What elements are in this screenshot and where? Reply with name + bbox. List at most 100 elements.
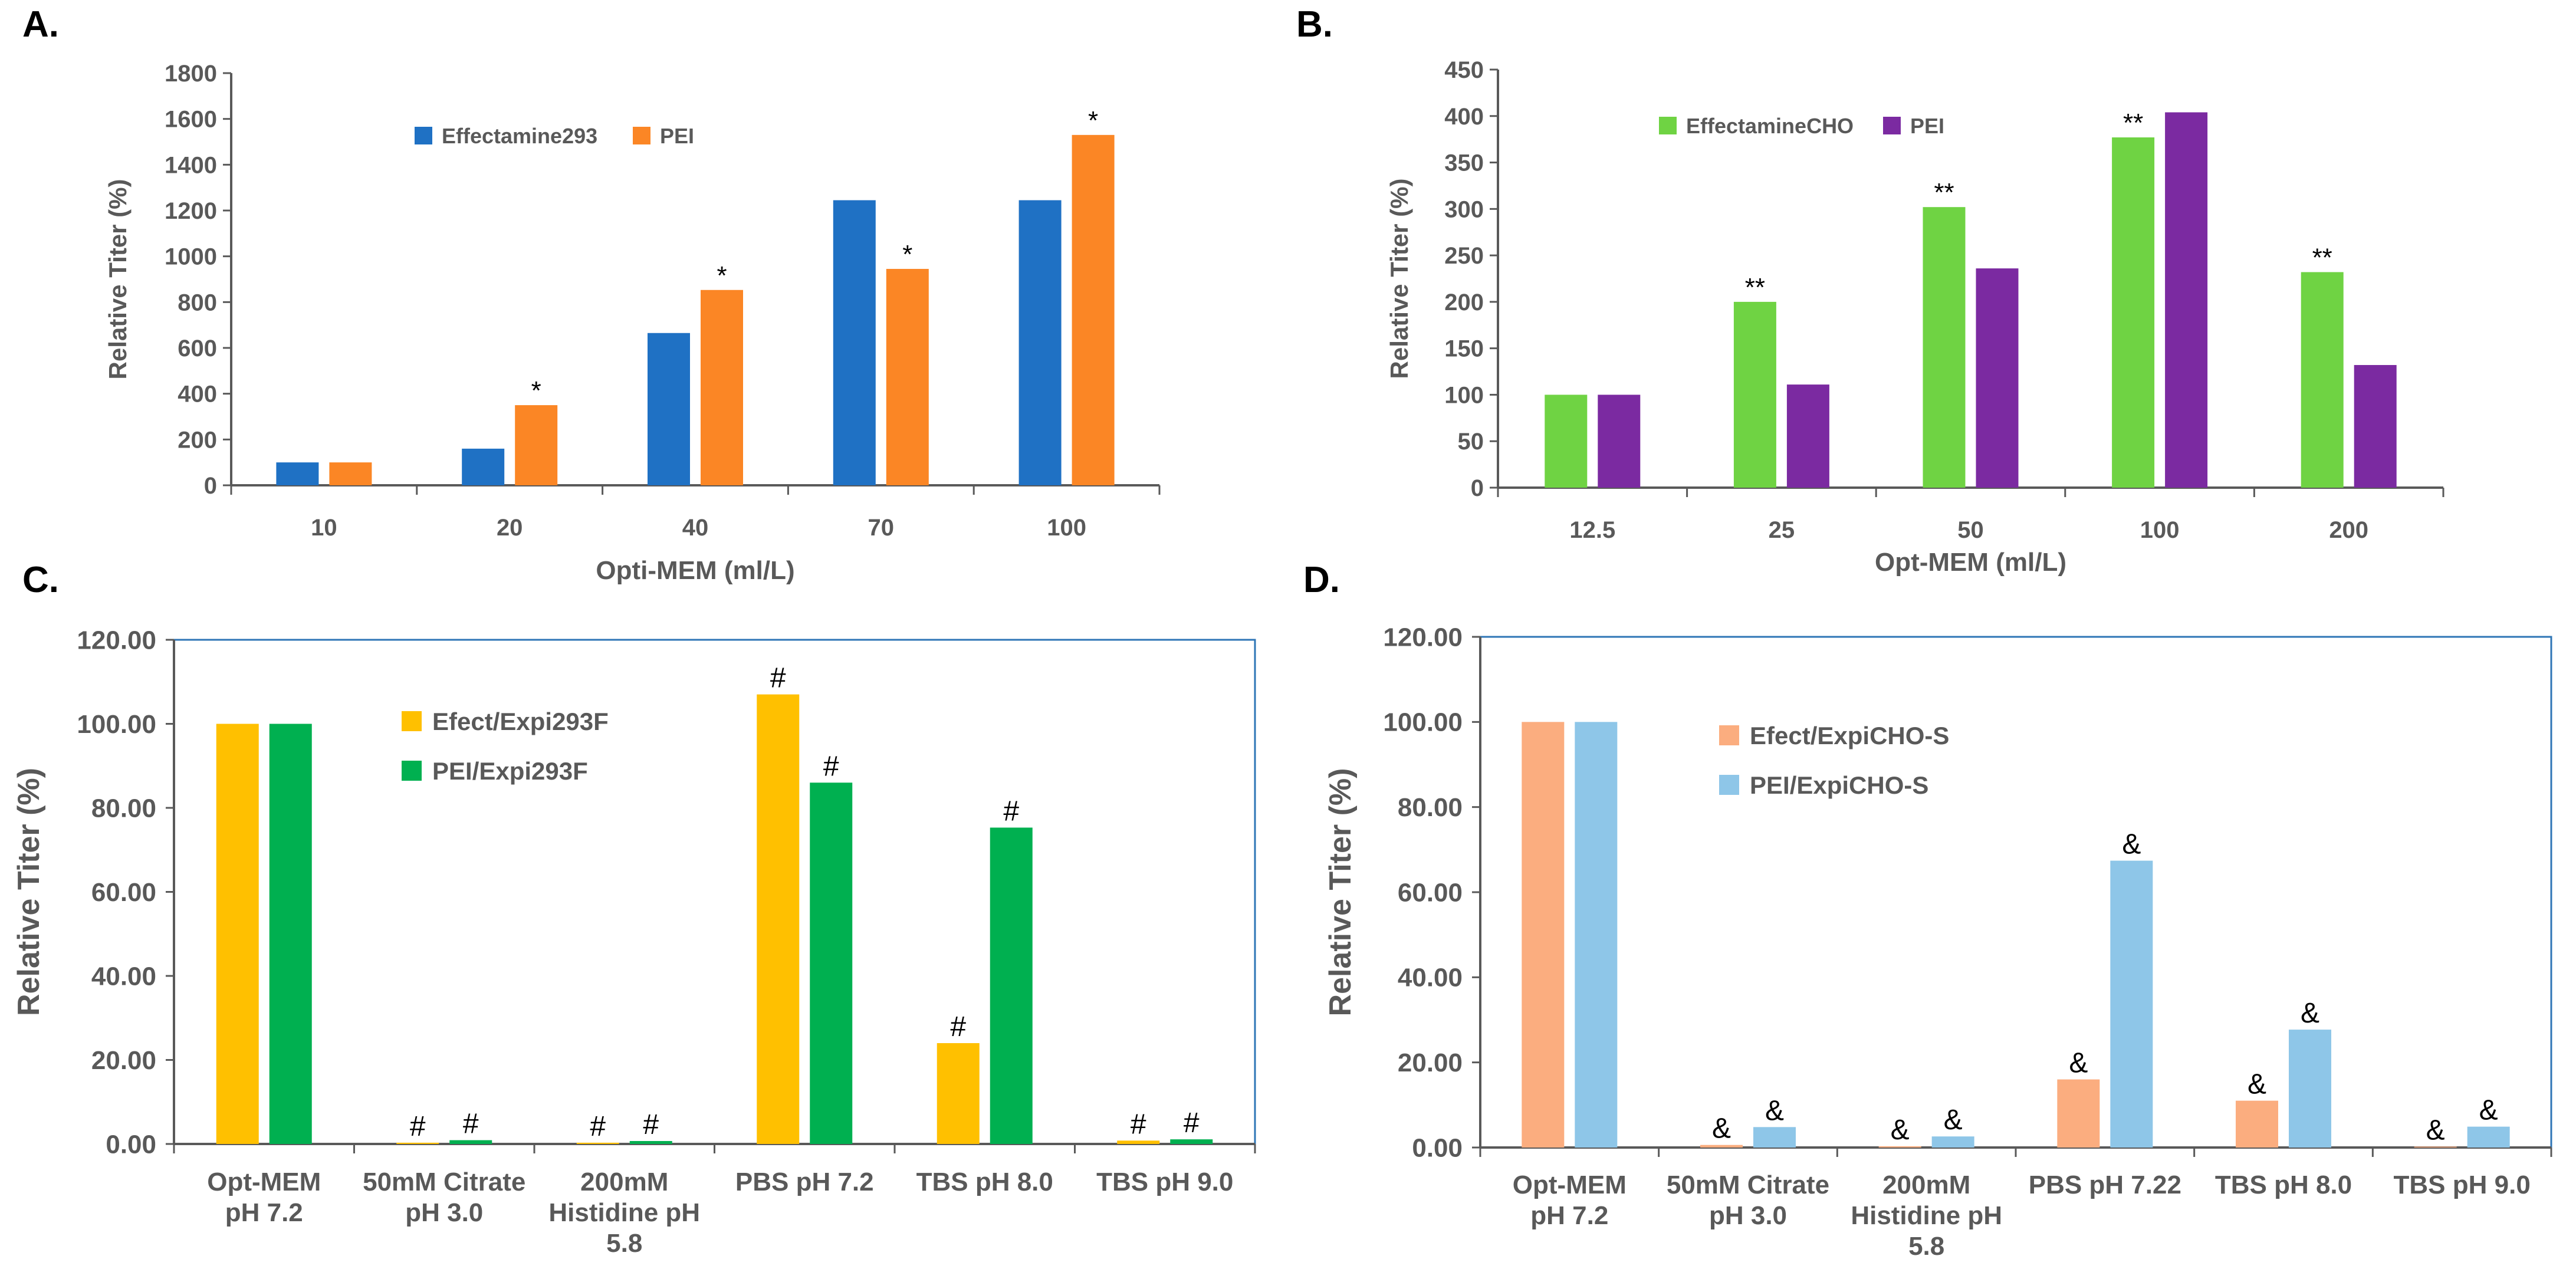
panel-c-bar-efect-expi293f-tbs-ph-9-0 [1117, 1140, 1160, 1144]
panel-c-category-label-line: pH 7.2 [225, 1198, 303, 1227]
panel-d-legend-label: PEI/ExpiCHO-S [1750, 771, 1928, 799]
panel-d-significance-marker: & [1765, 1095, 1784, 1126]
panel-c-bar-efect-expi293f-50mm-citrate-ph-3-0 [396, 1142, 439, 1144]
panel-c-bar-pei-expi293f-opt-mem-ph-7-2 [269, 724, 312, 1144]
panel-d-category-label: 200mM Histidine pH 5.8 [1851, 1171, 2002, 1261]
panel-b-y-tick-label: 50 [1458, 429, 1484, 455]
panel-d-bar-pei-expicho-s-tbs-ph-9-0 [2467, 1126, 2510, 1148]
panel-c-significance-marker: # [410, 1111, 426, 1142]
panel-a-bar-pei-40 [701, 290, 743, 485]
panel-b-significance-marker: ** [2123, 108, 2143, 137]
panel-a-y-tick-label: 800 [178, 290, 217, 315]
panel-a-bar-effectamine293-40 [648, 333, 690, 485]
panel-b-legend-label: PEI [1910, 114, 1944, 138]
panel-b-significance-marker: ** [1934, 178, 1954, 207]
panel-c-significance-marker: # [643, 1109, 659, 1140]
panel-d-y-axis-title: Relative Titer (%) [1323, 768, 1358, 1017]
panel-c-category-label-line: 5.8 [606, 1229, 642, 1258]
panel-d-significance-marker: & [1712, 1113, 1731, 1145]
panel-a-bar-effectamine293-100 [1018, 200, 1062, 485]
panel-d-category-label-line: 5.8 [1908, 1232, 1944, 1261]
panel-a-legend-label: PEI [660, 124, 694, 148]
panel-c-significance-marker: # [463, 1109, 479, 1140]
panel-b-category-label: 100 [2140, 517, 2180, 543]
panel-c-legend-label: PEI/Expi293F [432, 757, 588, 785]
panel-b-bar-pei-200 [2354, 365, 2397, 488]
panel-b: B. 0 50 100 150 200 250 300 350 400 450 12.5 25 ** 50 *… [1296, 4, 2444, 577]
panel-a-significance-marker: * [902, 240, 912, 269]
panel-c-plot-frame [173, 639, 1256, 1145]
panel-d-bar-pei-expicho-s-tbs-ph-8-0 [2289, 1030, 2331, 1148]
panel-d-significance-marker: & [2122, 829, 2141, 860]
panel-d: D. 0.00 20.00 40.00 60.00 80.00 100.00 120.00 Op… [1303, 560, 2552, 1261]
panel-a-y-tick-label: 1600 [165, 107, 217, 133]
panel-b-bar-pei-50 [1976, 268, 2019, 488]
panel-a-bar-pei-70 [886, 269, 929, 485]
panel-b-y-tick-label: 300 [1444, 196, 1484, 222]
panel-b-y-tick-label: 200 [1444, 290, 1484, 315]
panel-c-category-label-line: 200mM [580, 1168, 668, 1196]
panel-c-y-tick-label: 100.00 [77, 710, 156, 739]
panel-d-bar-efect-expicho-s-200mm-histidine-ph-5-8 [1878, 1146, 1921, 1148]
panel-b-category-label: 25 [1769, 517, 1795, 543]
panel-b-significance-marker: ** [1745, 273, 1765, 302]
panel-a-bar-pei-100 [1072, 134, 1115, 486]
panel-c-significance-marker: # [1184, 1107, 1200, 1139]
panel-d-significance-marker: & [2069, 1048, 2088, 1079]
panel-a-bar-effectamine293-20 [462, 448, 505, 485]
panel-c-label: C. [22, 560, 59, 600]
panel-c-legend-label: Efect/Expi293F [432, 708, 609, 735]
panel-d-significance-marker: & [2426, 1115, 2445, 1146]
panel-a-category-label: 20 [497, 515, 523, 541]
panel-c-significance-marker: # [950, 1011, 966, 1043]
panel-c-bar-efect-expi293f-pbs-ph-7-2 [757, 694, 800, 1144]
panel-a-bar-pei-20 [515, 405, 558, 485]
panel-c-y-tick-label: 80.00 [91, 794, 156, 823]
panel-a-legend-swatch-effectamine293 [415, 127, 432, 144]
panel-c-significance-marker: # [1003, 795, 1019, 827]
panel-a-y-tick-label: 400 [178, 382, 217, 407]
panel-b-bar-pei-12-5 [1598, 394, 1641, 488]
panel-d-y-tick-label: 40.00 [1398, 964, 1463, 992]
panel-d-category-label-line: pH 3.0 [1709, 1201, 1787, 1230]
panel-d-category-label-line: Opt-MEM [1513, 1171, 1627, 1199]
panel-d-bar-efect-expicho-s-50mm-citrate-ph-3-0 [1700, 1145, 1743, 1148]
panel-d-category-label: TBS pH 8.0 [2215, 1171, 2352, 1199]
panel-c-category-label-line: Opt-MEM [207, 1168, 321, 1196]
panel-d-category-label: TBS pH 9.0 [2394, 1171, 2531, 1199]
panel-d-y-tick-label: 100.00 [1383, 708, 1463, 737]
panel-d-bar-pei-expicho-s-50mm-citrate-ph-3-0 [1753, 1127, 1796, 1148]
panel-c-category-label-line: 50mM Citrate [363, 1168, 525, 1196]
panel-b-legend-swatch-effectaminecho [1659, 117, 1677, 134]
panel-a-bar-effectamine293-10 [276, 462, 319, 485]
panel-c-bar-pei-expi293f-tbs-ph-9-0 [1170, 1139, 1213, 1144]
panel-c-bar-efect-expi293f-opt-mem-ph-7-2 [216, 724, 259, 1144]
panel-b-x-axis-title: Opt-MEM (ml/L) [1875, 548, 2066, 577]
panel-d-bar-pei-expicho-s-200mm-histidine-ph-5-8 [1931, 1136, 1974, 1148]
panel-a-significance-marker: * [1088, 106, 1098, 135]
panel-b-bar-effectaminecho-50 [1923, 207, 1966, 488]
panel-c-category-label: 50mM Citrate pH 3.0 [363, 1168, 525, 1227]
panel-b-bar-effectaminecho-100 [2112, 137, 2155, 488]
panel-d-legend: Efect/ExpiCHO-S PEI/ExpiCHO-S [1719, 722, 1949, 799]
panel-b-category-label: 50 [1957, 517, 1984, 543]
panel-d-bar-efect-expicho-s-pbs-ph-7-22 [2057, 1079, 2100, 1148]
panel-c-y-tick-label: 40.00 [91, 962, 156, 991]
panel-c-significance-marker: # [1131, 1109, 1146, 1140]
panel-b-y-tick-label: 100 [1444, 382, 1484, 408]
panel-b-y-tick-label: 400 [1444, 104, 1484, 130]
panel-d-category-label: Opt-MEM pH 7.2 [1513, 1171, 1627, 1230]
panel-c-y-axis-title: Relative Titer (%) [12, 768, 46, 1016]
panel-c-category-label: TBS pH 9.0 [1096, 1168, 1233, 1196]
panel-c-legend-swatch-efect-expi293f [402, 711, 422, 731]
panel-d-significance-marker: & [1944, 1104, 1963, 1136]
panel-b-legend: EffectamineCHO PEI [1659, 114, 1944, 138]
panel-a-y-axis-title: Relative Titer (%) [104, 179, 132, 380]
panel-a-y-tick-label: 200 [178, 427, 217, 453]
panel-d-y-tick-label: 120.00 [1383, 623, 1463, 652]
panel-d-category-label-line: Histidine pH [1851, 1201, 2002, 1230]
panel-d-significance-marker: & [2479, 1095, 2498, 1126]
panel-a-legend: Effectamine293 PEI [415, 124, 694, 148]
panel-d-significance-marker: & [2248, 1069, 2266, 1100]
panel-a-y-tick-label: 1400 [165, 152, 217, 178]
